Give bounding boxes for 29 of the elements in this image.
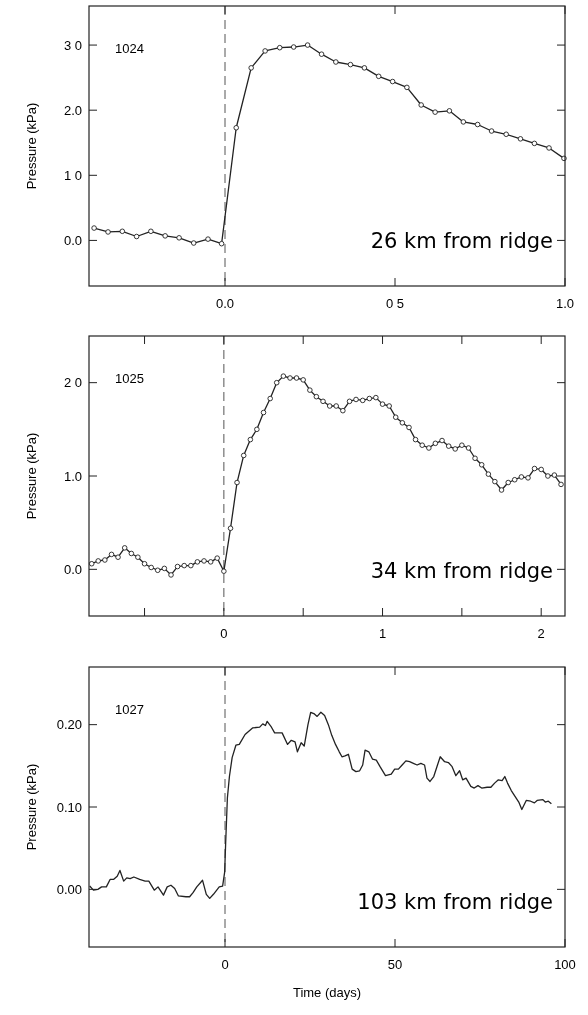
x-tick-label: 0 [220, 626, 228, 641]
y-tick-label: 0.00 [56, 881, 82, 897]
annotation: 1025 [115, 371, 144, 386]
x-tick-label: 50 [387, 957, 403, 972]
x-axis-title: Time (days) [292, 985, 362, 1000]
y-tick-label: 0.0 [63, 232, 82, 248]
x-tick-label: 0 5 [385, 296, 405, 311]
x-tick-label: 1.0 [555, 296, 575, 311]
annotation: 1024 [115, 41, 144, 56]
annotation: 1027 [115, 702, 144, 717]
y-tick-label: 1.0 [63, 468, 82, 484]
y-tick-label: 0.0 [63, 561, 82, 577]
annotation: 26 km from ridge [370, 229, 553, 253]
x-tick-label: 0 [221, 957, 229, 972]
x-tick-label: 1 [378, 626, 387, 641]
y-axis-title: Pressure (kPa) [24, 763, 39, 851]
y-tick-label: 2 0 [63, 375, 82, 391]
x-tick-label: 2 [537, 626, 545, 641]
y-tick-label: 2.0 [63, 102, 82, 118]
x-tick-label: 100 [554, 957, 576, 972]
annotation: 34 km from ridge [370, 559, 553, 583]
y-tick-label: 0.10 [56, 799, 82, 815]
y-tick-label: 3 0 [63, 37, 82, 53]
y-tick-label: 1 0 [63, 167, 82, 183]
y-axis-title: Pressure (kPa) [24, 432, 39, 520]
x-tick-label: 0.0 [215, 296, 235, 311]
y-tick-label: 0.20 [56, 717, 82, 733]
y-axis-title: Pressure (kPa) [24, 102, 39, 190]
annotation: 103 km from ridge [357, 890, 553, 914]
